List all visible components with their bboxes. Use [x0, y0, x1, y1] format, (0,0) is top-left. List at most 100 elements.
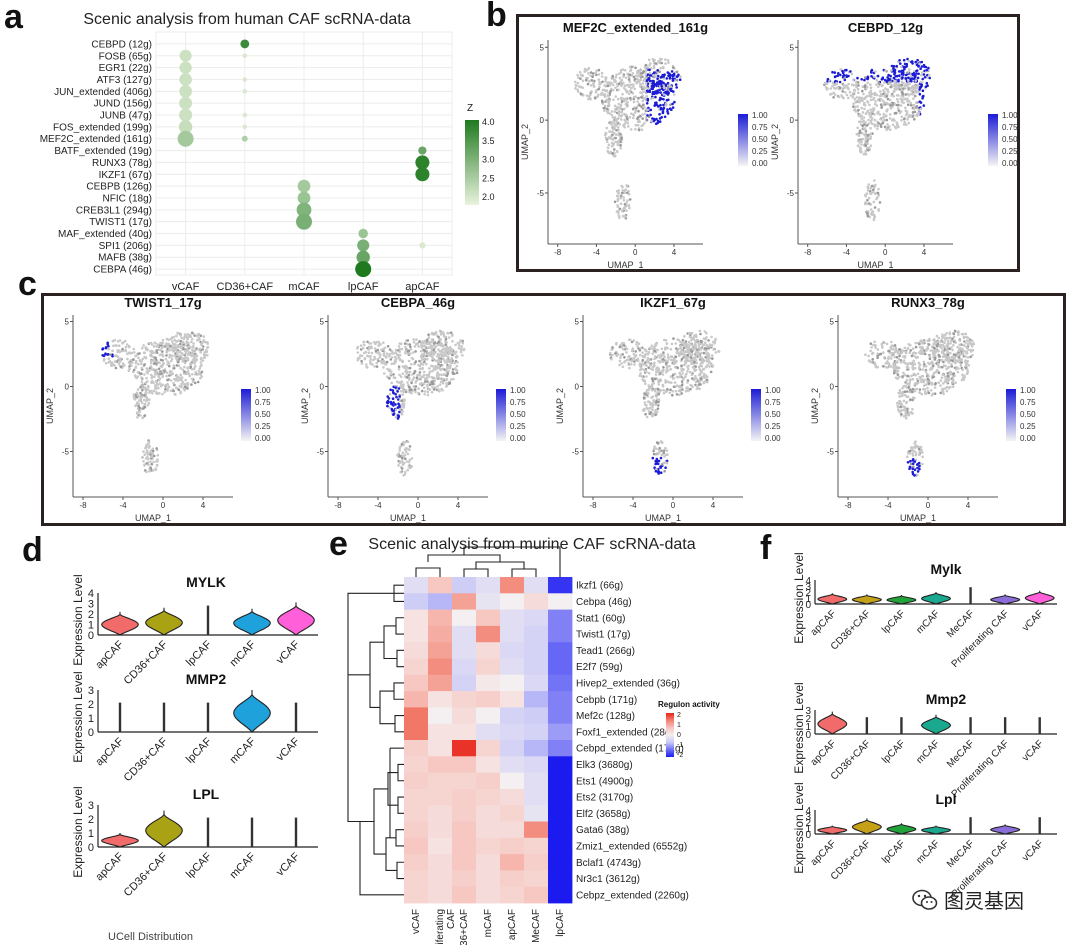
umap-cell [140, 367, 143, 370]
umap-cell [611, 346, 614, 349]
umap-cell [379, 356, 382, 359]
umap-ytick: -5 [787, 189, 795, 198]
umap-cell [441, 378, 444, 381]
umap-cell [608, 152, 611, 155]
umap-cell [912, 363, 915, 366]
umap-cell [928, 343, 931, 346]
umap-cell [679, 373, 682, 376]
umap-cell [439, 367, 442, 370]
umap-cell [162, 339, 165, 342]
umap-cell [909, 114, 912, 117]
umap-cell [169, 370, 172, 373]
umap-cell [649, 407, 652, 410]
umap-cell [890, 69, 893, 72]
umap-cell [866, 199, 869, 202]
umap-cell [161, 359, 164, 362]
umap-cell [646, 416, 649, 419]
umap-cell [927, 378, 930, 381]
umap-ytick: 0 [540, 116, 545, 125]
umap-cell [448, 382, 451, 385]
umap-cell [890, 354, 893, 357]
umap-cell [433, 388, 436, 391]
umap-xtick: 0 [633, 248, 638, 257]
umap-cell-high [662, 104, 665, 107]
umap-cell-high [660, 116, 663, 119]
umap-ytick: 0 [320, 383, 325, 392]
umap-cell [186, 387, 189, 390]
umap-xtick: -4 [119, 501, 127, 510]
umap-cell [409, 371, 412, 374]
umap-cell [190, 335, 193, 338]
umap-cell [614, 118, 617, 121]
umap-cell [898, 85, 901, 88]
umap-cell [929, 349, 932, 352]
umap-cell [430, 365, 433, 368]
umap-cell [438, 340, 441, 343]
umap-cell [437, 336, 440, 339]
umap-cell [938, 337, 941, 340]
umap-cell [363, 352, 366, 355]
umap-cell [598, 69, 601, 72]
umap-cell [414, 345, 417, 348]
umap-cell [623, 361, 626, 364]
umap-cell [184, 379, 187, 382]
umap-cell [619, 208, 622, 211]
umap-cell [667, 88, 670, 91]
umap-cell [673, 93, 676, 96]
umap-cell-high [105, 347, 108, 350]
umap-cell [855, 83, 858, 86]
umap-cell [200, 361, 203, 364]
umap-cell [895, 376, 898, 379]
umap-cell [445, 375, 448, 378]
umap-cell [619, 147, 622, 150]
umap-cell [662, 358, 665, 361]
umap-cell [710, 371, 713, 374]
umap-cell [939, 384, 942, 387]
umap-cell [176, 377, 179, 380]
umap-cell [187, 370, 190, 373]
umap-cell [650, 120, 653, 123]
umap-cell [897, 373, 900, 376]
umap-cell [402, 372, 405, 375]
umap-cell [141, 347, 144, 350]
umap-cell [372, 359, 375, 362]
umap-cell [130, 364, 133, 367]
umap-cell [147, 452, 150, 455]
umap-cell [382, 366, 385, 369]
umap-cell [676, 367, 679, 370]
panel-a-dot [179, 73, 192, 86]
umap-cell [379, 343, 382, 346]
umap-cell [170, 338, 173, 341]
umap-cell-high [923, 64, 926, 67]
umap-cell [902, 93, 905, 96]
umap-cell [873, 179, 876, 182]
umap-cell [664, 447, 667, 450]
umap-cell [591, 76, 594, 79]
umap-cell [624, 114, 627, 117]
umap-cell [966, 362, 969, 365]
umap-cell [665, 104, 668, 107]
umap-cell [157, 343, 160, 346]
umap-cell [431, 370, 434, 373]
umap-cell [160, 373, 163, 376]
umap-cell [644, 73, 647, 76]
umap-cell [874, 346, 877, 349]
umap-cell [912, 93, 915, 96]
umap-cell [454, 344, 457, 347]
umap-cell [656, 441, 659, 444]
umap-cell [882, 351, 885, 354]
umap-cell [688, 347, 691, 350]
umap-cell [131, 352, 134, 355]
umap-cell [368, 347, 371, 350]
umap-cell [969, 349, 972, 352]
umap-cell [643, 369, 646, 372]
umap-cell [896, 124, 899, 127]
umap-cell [907, 83, 910, 86]
umap-cell [191, 368, 194, 371]
umap-cell [882, 103, 885, 106]
umap-cell [886, 123, 889, 126]
panel-a-ytick: CEBPD (12g) [91, 39, 152, 50]
umap-cell [880, 98, 883, 101]
umap-cell [919, 81, 922, 84]
umap-cell [643, 122, 646, 125]
